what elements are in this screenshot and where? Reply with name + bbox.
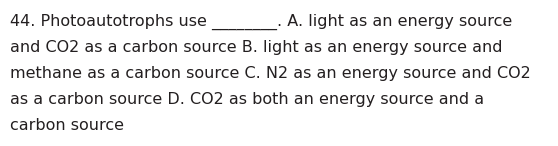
Text: as a carbon source D. CO2 as both an energy source and a: as a carbon source D. CO2 as both an ene…	[10, 92, 484, 107]
Text: carbon source: carbon source	[10, 118, 124, 133]
Text: 44. Photoautotrophs use ________. A. light as an energy source: 44. Photoautotrophs use ________. A. lig…	[10, 14, 512, 30]
Text: methane as a carbon source C. N2 as an energy source and CO2: methane as a carbon source C. N2 as an e…	[10, 66, 531, 81]
Text: and CO2 as a carbon source B. light as an energy source and: and CO2 as a carbon source B. light as a…	[10, 40, 503, 55]
